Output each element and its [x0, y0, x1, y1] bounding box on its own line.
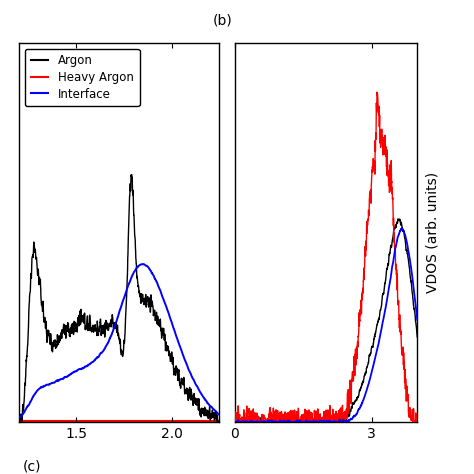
- Text: (c): (c): [23, 460, 41, 474]
- Y-axis label: VDOS (arb. units): VDOS (arb. units): [426, 172, 439, 293]
- Text: (b): (b): [213, 13, 233, 27]
- Legend: Argon, Heavy Argon, Interface: Argon, Heavy Argon, Interface: [25, 48, 140, 107]
